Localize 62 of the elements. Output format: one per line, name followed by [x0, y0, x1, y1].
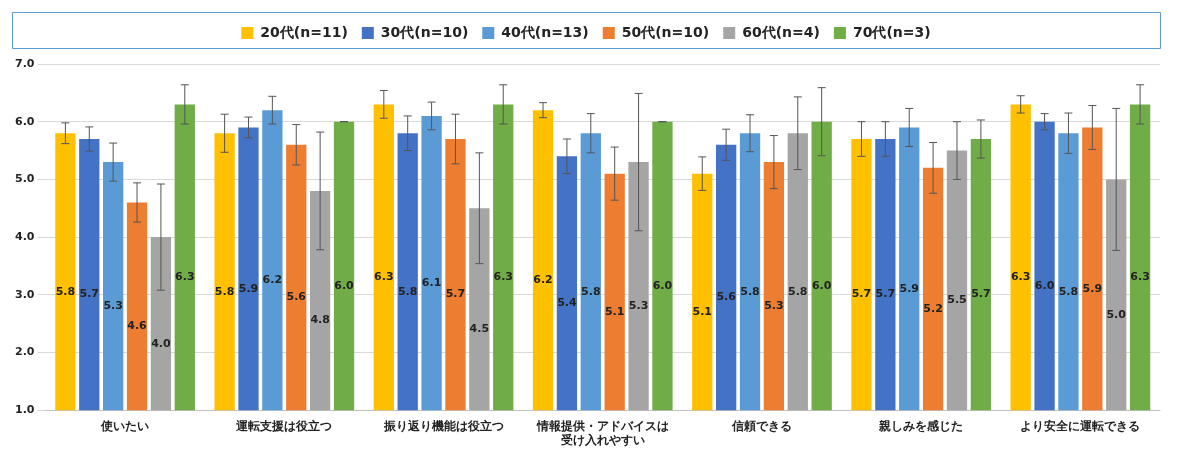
x-tick-label: 親しみを感じた	[878, 418, 964, 433]
y-tick-label: 5.0	[14, 172, 35, 186]
data-label: 5.8	[55, 284, 76, 298]
data-label: 6.2	[262, 273, 283, 287]
x-tick-label: 信頼できる	[730, 418, 792, 433]
data-label: 5.4	[557, 296, 577, 310]
y-tick-label: 7.0	[14, 56, 35, 70]
data-label: 5.7	[875, 287, 896, 301]
legend-label: 70代(n=3)	[852, 23, 931, 40]
legend-label: 60代(n=4)	[742, 23, 820, 40]
data-label: 5.7	[851, 287, 872, 301]
legend-label: 30代(n=10)	[380, 23, 469, 40]
data-label: 6.3	[1130, 270, 1150, 284]
x-tick-label: 運転支援は役立つ	[235, 418, 333, 433]
data-label: 5.7	[445, 287, 466, 301]
data-label: 5.9	[238, 281, 259, 295]
data-label: 5.6	[716, 290, 737, 304]
data-label: 5.9	[899, 281, 919, 295]
legend-label: 40代(n=13)	[501, 23, 589, 40]
data-label: 4.8	[310, 313, 330, 327]
data-label: 6.3	[1010, 270, 1031, 284]
data-label: 4.5	[469, 322, 490, 336]
data-label: 5.7	[79, 287, 100, 301]
y-tick-label: 1.0	[14, 403, 35, 417]
data-label: 5.8	[397, 284, 418, 298]
data-label: 5.7	[971, 287, 991, 301]
data-label: 6.0	[334, 278, 355, 292]
x-tick-label: 情報提供・アドバイスは受け入れやすい	[535, 418, 669, 447]
legend-label: 50代(n=10)	[621, 23, 710, 40]
data-label: 5.1	[692, 304, 712, 318]
data-label: 5.0	[1106, 307, 1127, 321]
legend-label: 20代(n=11)	[260, 23, 348, 40]
data-label: 6.0	[652, 278, 673, 292]
data-label: 5.1	[604, 304, 625, 318]
data-label: 6.3	[374, 270, 394, 284]
data-label: 5.3	[764, 299, 784, 312]
data-label: 5.6	[286, 290, 307, 304]
data-label: 6.0	[811, 278, 832, 292]
data-label: 6.1	[421, 275, 442, 289]
data-label: 5.2	[923, 301, 943, 315]
y-tick-label: 6.0	[14, 114, 35, 128]
y-tick-label: 3.0	[14, 287, 35, 301]
data-label: 4.0	[151, 336, 171, 350]
data-label: 5.8	[581, 284, 601, 298]
data-label: 5.3	[103, 299, 123, 312]
y-tick-label: 4.0	[14, 229, 35, 243]
data-label: 5.9	[1082, 281, 1103, 295]
data-label: 5.8	[788, 284, 808, 298]
data-label: 5.8	[1058, 284, 1079, 298]
data-label: 5.3	[628, 299, 649, 312]
data-label: 4.6	[127, 319, 148, 333]
x-tick-label: 使いたい	[100, 418, 150, 433]
x-tick-label: 振り返り機能は役立つ	[382, 418, 504, 433]
data-label: 6.2	[533, 273, 553, 287]
data-label: 5.5	[947, 293, 967, 307]
data-label: 5.8	[740, 284, 760, 298]
data-label: 6.3	[493, 270, 513, 284]
data-label: 6.3	[175, 270, 195, 284]
x-tick-label: より安全に運転できる	[1020, 418, 1141, 433]
y-tick-label: 2.0	[14, 345, 35, 359]
data-label: 5.8	[214, 284, 235, 298]
data-label: 6.0	[1034, 278, 1055, 292]
